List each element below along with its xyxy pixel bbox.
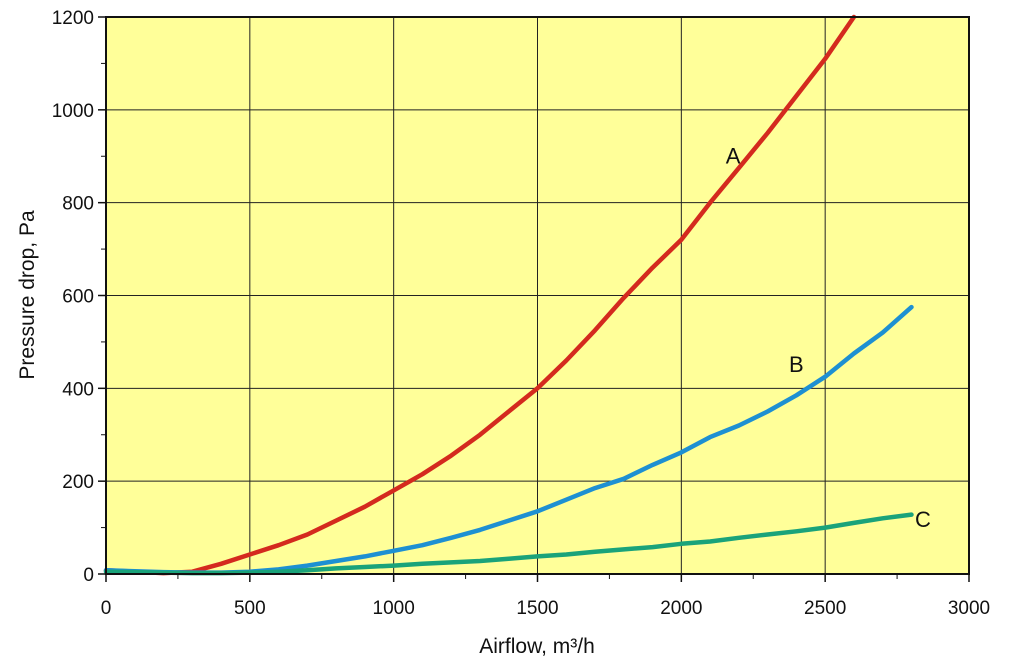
y-tick-label: 1000 [52,101,94,122]
x-tick-label: 3000 [948,598,990,619]
grid-lines [106,17,969,574]
y-tick-label: 0 [83,565,94,586]
series-lines [103,14,914,576]
series-label-a: A [726,143,741,168]
y-tick-label: 800 [62,194,94,215]
y-axis-title: Pressure drop, Pa [16,210,39,380]
y-tick-label: 200 [62,472,94,493]
x-tick-label: 2500 [804,598,846,619]
x-tick-label: 2000 [660,598,702,619]
y-tick-label: 1200 [52,8,94,29]
x-tick-label: 500 [234,598,266,619]
series-label-b: B [789,352,804,377]
tick-marks [98,16,970,582]
x-tick-label: 0 [101,598,112,619]
x-axis-title: Airflow, m³/h [479,635,595,658]
series-line-c [103,512,914,576]
y-tick-label: 600 [62,287,94,308]
y-tick-labels: 0 200 400 600 800 1000 1200 [52,8,94,586]
series-line-a [103,14,857,576]
series-label-c: C [915,507,931,532]
x-tick-label: 1500 [516,598,558,619]
x-tick-labels: 0 500 1000 1500 2000 2500 3000 [101,598,990,619]
series-labels: A B C [726,143,931,532]
y-tick-label: 400 [62,379,94,400]
x-tick-label: 1000 [373,598,415,619]
